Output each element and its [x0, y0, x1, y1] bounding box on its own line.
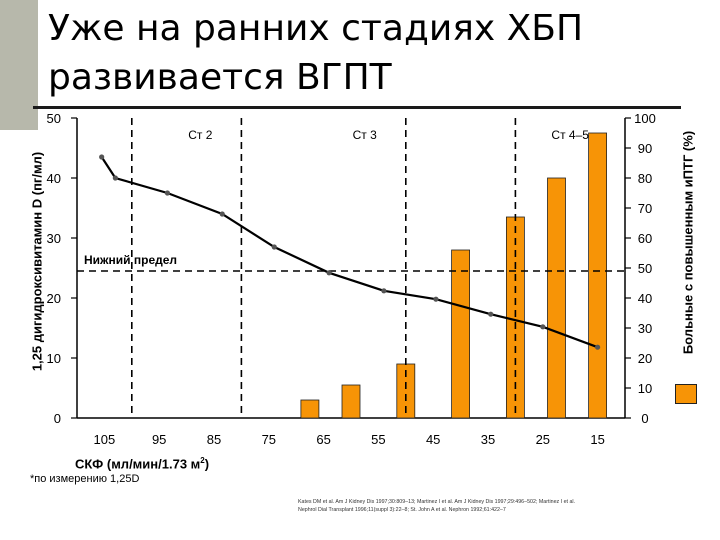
x-tick-label: 85 [207, 432, 221, 447]
x-axis-title-close: ) [204, 456, 210, 472]
x-tick-label: 25 [536, 432, 550, 447]
reference-line-label: Нижний предел [84, 253, 177, 267]
y-right-tick-label: 30 [638, 321, 652, 336]
line-point [381, 288, 387, 294]
y-right-tick-label: 40 [638, 291, 652, 306]
bar [341, 384, 361, 419]
stage-label: Ст 2 [188, 128, 212, 142]
y-right-tick-label: 10 [638, 381, 652, 396]
slide-title: Уже на ранних стадиях ХБП развивается ВГ… [48, 4, 648, 102]
y-left-axis-title: 1,25 дигидроксивитамин D (пг/мл) [29, 151, 45, 372]
line-point [99, 154, 105, 160]
line-point [595, 344, 601, 350]
legend-swatch-bars [675, 384, 697, 404]
y-left-tick-label: 10 [47, 351, 61, 366]
line-point [164, 190, 171, 196]
bar [588, 132, 607, 419]
y-right-tick-label: 90 [638, 141, 652, 156]
stage-label: Ст 4–5 [551, 128, 589, 142]
bar [451, 249, 471, 419]
x-tick-label: 95 [152, 432, 166, 447]
line-point [219, 211, 225, 217]
y-left-tick-label: 0 [54, 411, 61, 426]
x-tick-label: 55 [371, 432, 385, 447]
line-point [488, 311, 494, 317]
x-tick-label: 105 [94, 432, 116, 447]
references: Kates DM et al. Am J Kidney Dis 1997;30:… [298, 499, 576, 513]
y-right-tick-label: 0 [641, 411, 648, 426]
y-left-tick-label: 30 [47, 231, 61, 246]
sidebar-accent-bar [0, 0, 38, 130]
y-right-tick-label: 50 [638, 261, 652, 276]
x-tick-label: 65 [316, 432, 330, 447]
y-left-tick-label: 20 [47, 291, 61, 306]
line-point [433, 296, 439, 302]
line-point [326, 270, 332, 276]
line-point [112, 175, 118, 181]
footnote: *по измерению 1,25D [30, 473, 140, 485]
bar [547, 177, 566, 419]
x-axis-title: СКФ (мл/мин/1.73 м2) [75, 456, 209, 471]
top-accent-strip [38, 0, 720, 8]
y-left-tick-label: 40 [47, 171, 61, 186]
bar [300, 399, 320, 419]
y-right-tick-label: 20 [638, 351, 652, 366]
x-tick-label: 35 [481, 432, 495, 447]
y-right-tick-label: 70 [638, 201, 652, 216]
y-right-tick-label: 60 [638, 231, 652, 246]
title-divider [33, 106, 681, 109]
slide-title-line-1: Уже на ранних стадиях ХБП [48, 8, 584, 49]
y-right-tick-label: 80 [638, 171, 652, 186]
x-axis-title-sup: 2 [200, 456, 205, 465]
line-point [271, 244, 277, 250]
x-tick-label: 15 [590, 432, 604, 447]
y-right-tick-label: 100 [634, 111, 656, 126]
line-point [540, 324, 546, 330]
x-axis-title-text: СКФ (мл/мин/1.73 м [75, 456, 201, 472]
slide-title-line-2: развивается ВГПТ [48, 57, 392, 98]
y-left-tick-label: 50 [47, 111, 61, 126]
stage-label: Ст 3 [353, 128, 377, 142]
y-right-axis-title: Больные с повышенным иПТГ (%) [680, 130, 696, 355]
x-tick-label: 75 [262, 432, 276, 447]
x-tick-label: 45 [426, 432, 440, 447]
